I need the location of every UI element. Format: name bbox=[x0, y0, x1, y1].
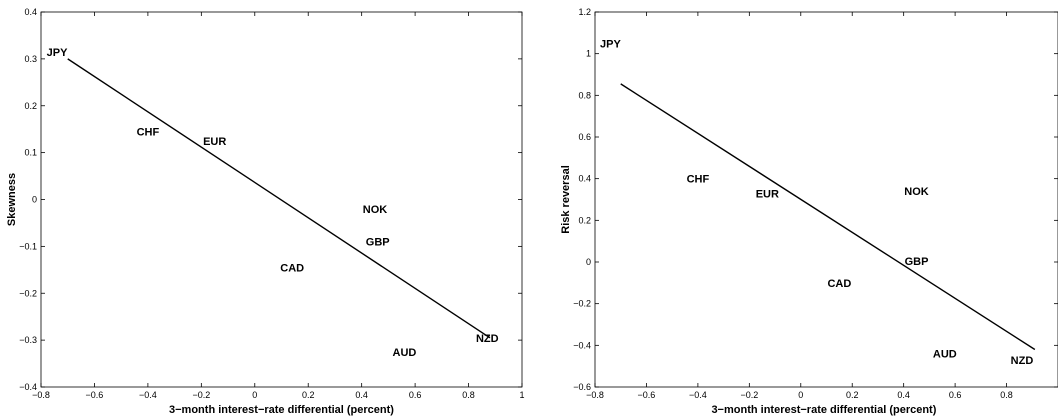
chart-0-point-nok: NOK bbox=[363, 204, 388, 216]
chart-0-x-tick-label: 0.4 bbox=[355, 390, 368, 400]
chart-0-point-jpy: JPY bbox=[47, 47, 68, 59]
chart-1-y-tick-label: 0.4 bbox=[578, 174, 591, 184]
chart-0-y-tick-label: −0.2 bbox=[19, 288, 37, 298]
chart-1-y-tick-label: 0 bbox=[586, 257, 591, 267]
chart-1-y-tick-label: 0.8 bbox=[578, 90, 591, 100]
chart-1-x-tick-label: −0.6 bbox=[638, 390, 656, 400]
chart-0-x-tick-label: −0.8 bbox=[32, 390, 50, 400]
chart-0-y-tick-label: −0.1 bbox=[19, 241, 37, 251]
chart-1-y-tick-label: −0.4 bbox=[573, 340, 591, 350]
chart-0-x-tick-label: 0.2 bbox=[302, 390, 315, 400]
chart-0-x-axis-label: 3−month interest−rate differential (perc… bbox=[169, 404, 394, 416]
chart-0-point-chf: CHF bbox=[137, 127, 160, 139]
chart-0-y-tick-label: 0.4 bbox=[24, 7, 37, 17]
chart-0-y-tick-label: 0 bbox=[32, 195, 37, 205]
chart-1-y-tick-label: 1.2 bbox=[578, 7, 591, 17]
chart-0-point-aud: AUD bbox=[393, 347, 417, 359]
chart-1-point-chf: CHF bbox=[687, 174, 710, 186]
chart-1-y-tick-label: 1 bbox=[586, 49, 591, 59]
chart-0-x-tick-label: −0.4 bbox=[139, 390, 157, 400]
chart-1-x-tick-label: −0.2 bbox=[740, 390, 758, 400]
chart-1-point-aud: AUD bbox=[933, 349, 957, 361]
chart-1-y-tick-label: 0.6 bbox=[578, 132, 591, 142]
chart-0-y-tick-label: 0.1 bbox=[24, 148, 37, 158]
chart-0-x-tick-label: −0.6 bbox=[86, 390, 104, 400]
risk-reversal-panel: −0.8 −0.6 −0.4 −0.2 0 0.2 0.4 0.6 0.8−0.6−0.4−0.… bbox=[560, 7, 1058, 416]
chart-1-point-eur: EUR bbox=[756, 188, 779, 200]
chart-1-point-nzd: NZD bbox=[1011, 355, 1034, 367]
chart-1-point-cad: CAD bbox=[827, 278, 851, 290]
chart-1-y-tick-label: −0.6 bbox=[573, 382, 591, 392]
chart-0-y-tick-label: 0.2 bbox=[24, 101, 37, 111]
chart-0-point-eur: EUR bbox=[203, 136, 226, 148]
chart-1-y-tick-label: 0.2 bbox=[578, 215, 591, 225]
chart-0-regression-line bbox=[67, 58, 491, 339]
chart-1-x-tick-label: 0 bbox=[798, 390, 803, 400]
chart-0-y-tick-label: −0.3 bbox=[19, 335, 37, 345]
chart-1-y-tick-label: −0.2 bbox=[573, 299, 591, 309]
chart-1-point-nok: NOK bbox=[904, 186, 929, 198]
skewness-panel: −0.8 −0.6 −0.4 −0.2 0 0.2 0.4 0.6 0.8 1 −0.4 −0.3 −0… bbox=[6, 7, 525, 416]
chart-1-x-tick-label: 0.4 bbox=[897, 390, 910, 400]
chart-1-x-tick-label: −0.8 bbox=[586, 390, 604, 400]
chart-0-x-tick-label: 1 bbox=[519, 390, 524, 400]
chart-1-x-axis-label: 3−month interest−rate differential (perc… bbox=[711, 404, 936, 416]
chart-0-x-tick-label: 0.6 bbox=[409, 390, 422, 400]
chart-0-y-tick-label: 0.3 bbox=[24, 54, 37, 64]
chart-0-point-cad: CAD bbox=[280, 262, 304, 274]
chart-0-y-tick-label: −0.4 bbox=[19, 382, 37, 392]
chart-1-point-jpy: JPY bbox=[600, 38, 621, 50]
chart-1-y-axis-label: Risk reversal bbox=[560, 165, 572, 234]
chart-0-y-axis-label: Skewness bbox=[6, 173, 18, 226]
chart-0-point-gbp: GBP bbox=[366, 237, 390, 249]
chart-0-x-tick-label: 0.8 bbox=[462, 390, 475, 400]
chart-0-x-tick-label: −0.2 bbox=[192, 390, 210, 400]
chart-1-regression-line bbox=[620, 83, 1036, 351]
chart-0-point-nzd: NZD bbox=[476, 333, 499, 345]
chart-1-x-tick-label: −0.4 bbox=[689, 390, 707, 400]
chart-1-x-tick-label: 0.2 bbox=[846, 390, 859, 400]
chart-1-point-gbp: GBP bbox=[905, 256, 929, 268]
chart-1-axes-box bbox=[594, 11, 1058, 388]
chart-0-x-tick-label: 0 bbox=[252, 390, 257, 400]
chart-1-x-tick-label: 0.6 bbox=[949, 390, 962, 400]
chart-1-x-tick-label: 0.8 bbox=[1000, 390, 1013, 400]
